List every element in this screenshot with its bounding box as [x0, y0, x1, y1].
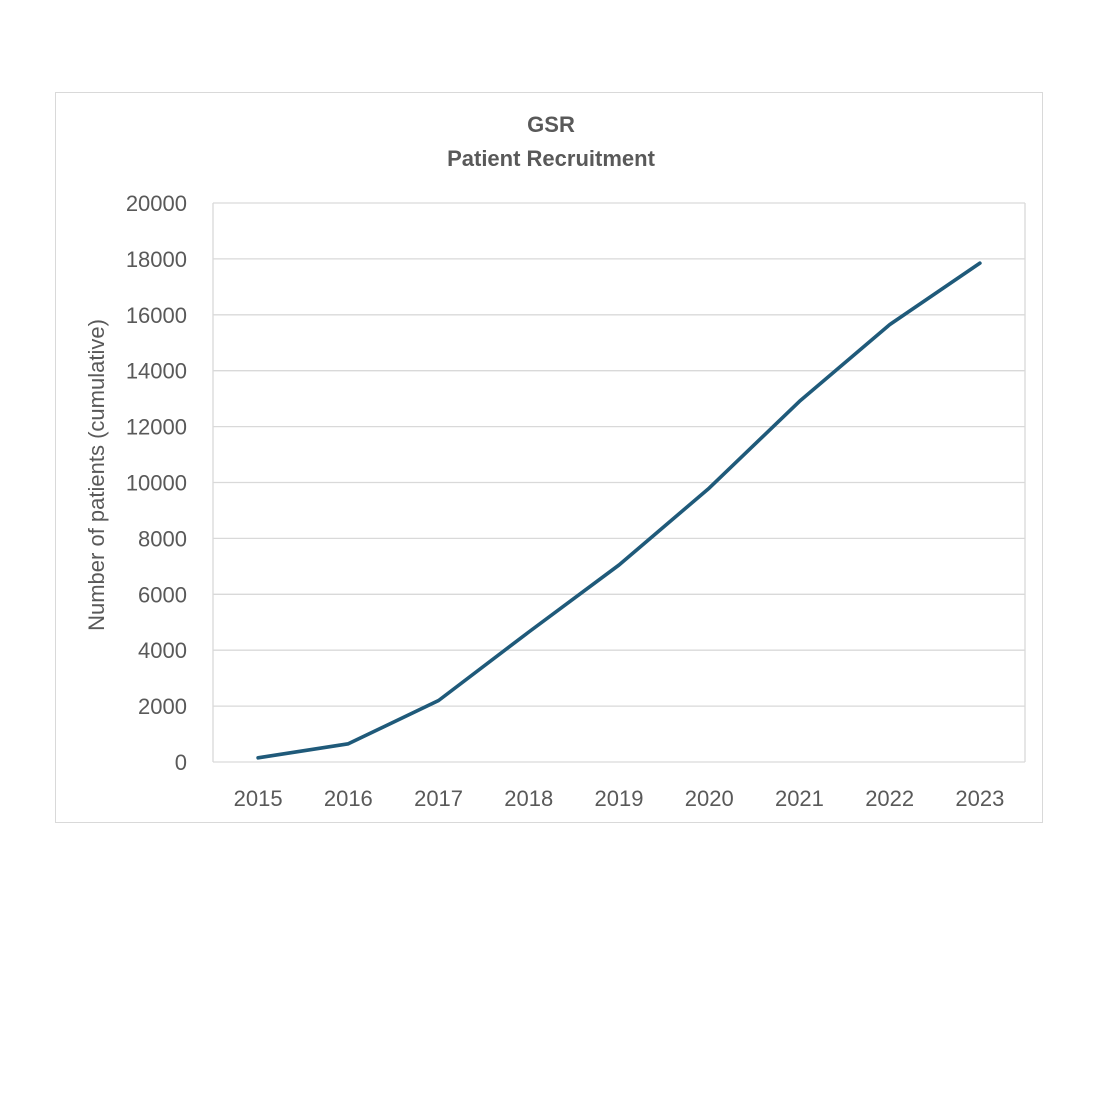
y-tick-label: 18000 — [126, 247, 187, 272]
x-tick-label: 2021 — [775, 786, 824, 811]
x-tick-label: 2022 — [865, 786, 914, 811]
y-axis-ticks: 0 2000 4000 6000 8000 10000 12000 14000 16000 180… — [126, 191, 187, 775]
x-axis-ticks: 2015 2016 2017 2018 2019 2020 2021 2022 2023 — [234, 786, 1005, 811]
y-tick-label: 10000 — [126, 471, 187, 496]
x-tick-label: 2016 — [324, 786, 373, 811]
y-tick-label: 8000 — [138, 526, 187, 551]
y-tick-label: 20000 — [126, 191, 187, 216]
y-tick-label: 2000 — [138, 694, 187, 719]
series-layer — [256, 261, 982, 760]
x-tick-label: 2020 — [685, 786, 734, 811]
x-tick-label: 2018 — [504, 786, 553, 811]
y-tick-label: 6000 — [138, 582, 187, 607]
x-tick-label: 2015 — [234, 786, 283, 811]
chart-title: GSR — [527, 112, 575, 137]
x-tick-label: 2017 — [414, 786, 463, 811]
y-tick-label: 14000 — [126, 359, 187, 384]
series-line — [256, 261, 982, 760]
y-tick-label: 0 — [175, 750, 187, 775]
line-chart: GSR Patient Recruitment 0 2000 4000 6000 800… — [84, 112, 1026, 811]
chart-subtitle: Patient Recruitment — [447, 146, 655, 171]
x-tick-label: 2019 — [595, 786, 644, 811]
y-tick-label: 16000 — [126, 303, 187, 328]
chart-frame: GSR Patient Recruitment 0 2000 4000 6000 800… — [55, 92, 1043, 823]
y-tick-label: 12000 — [126, 415, 187, 440]
y-tick-label: 4000 — [138, 638, 187, 663]
y-axis-label: Number of patients (cumulative) — [84, 319, 109, 631]
gridlines — [212, 202, 1026, 763]
x-tick-label: 2023 — [955, 786, 1004, 811]
